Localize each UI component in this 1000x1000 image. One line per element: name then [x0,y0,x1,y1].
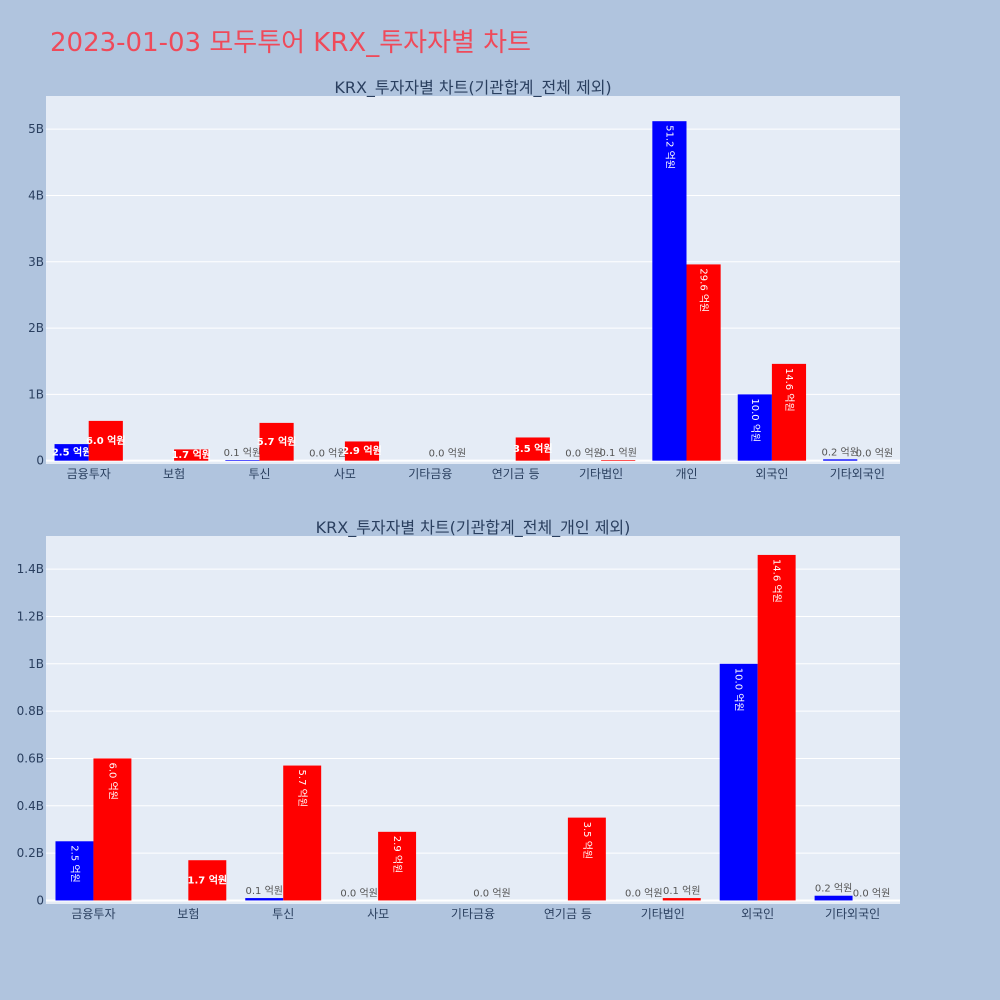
bar-red [567,817,606,901]
data-label: 5.7 억원 [257,435,297,448]
data-label: 3.5 억원 [581,822,593,859]
data-label: 3.5 억원 [513,442,553,455]
data-label: 14.6 억원 [771,559,783,603]
data-label: 0.2 억원 [821,446,858,458]
bar-blue [55,841,94,901]
data-label: 0.1 억원 [224,447,261,459]
x-tick-label: 보험 [177,907,199,921]
x-tick-label: 금융투자 [67,467,111,481]
bar-red [686,264,721,461]
data-label: 10.0 억원 [733,668,745,712]
y-tick-label: 0.8B [17,704,44,718]
data-label: 1.7 억원 [188,873,228,886]
bar-blue [652,121,687,461]
chart-2-investor-excl-individual: 0 0.2B 0.4B 0.6B 0.8B 1B 1.2B 1.4B KRX_투자자별 차트(기… [17,518,900,921]
x-tick-label: 보험 [163,467,185,481]
data-label: 2.9 억원 [391,836,403,873]
bar-blue [737,394,772,461]
x-tick-label: 금융투자 [71,907,115,921]
x-tick-label: 외국인 [755,467,788,481]
chart-title: KRX_투자자별 차트(기관합계_전체 제외) [334,78,611,98]
bar-blue [225,460,260,461]
bar-blue [245,898,284,901]
data-label: 2.5 억원 [52,445,92,458]
data-label: 5.7 억원 [296,770,308,807]
x-tick-label: 외국인 [741,907,774,921]
chart-1-investor-all: 0 1B 2B 3B 4B 5B KRX_투자자별 차트(기관합계_전체 제외) 금융투자 2.… [28,78,900,481]
x-tick-label: 연기금 등 [492,467,540,481]
y-tick-label: 0.2B [17,846,44,860]
bar-red [188,860,227,901]
x-tick-label: 기타금융 [408,467,452,481]
y-tick-label: 1B [28,657,44,671]
chart-title: KRX_투자자별 차트(기관합계_전체_개인 제외) [316,518,631,538]
data-label: 0.1 억원 [663,885,700,897]
bar-blue [719,663,758,901]
bar-blue [814,895,853,901]
y-tick-label: 0 [36,893,44,907]
data-label: 0.0 억원 [340,887,377,899]
x-tick-label: 기타금융 [451,907,495,921]
bar-blue [823,459,858,461]
data-label: 10.0 억원 [749,398,761,442]
bar-red [93,758,132,901]
bar-red [344,441,380,461]
page-title: 2023-01-03 모두투어 KRX_투자자별 차트 [50,28,532,58]
data-label: 0.1 억원 [599,447,636,459]
data-label: 0.0 억원 [853,887,890,899]
bar-red [378,831,417,901]
y-tick-label: 4B [28,188,44,202]
bar-red [88,420,123,461]
bar-blue [54,444,89,461]
y-tick-label: 0.6B [17,751,44,765]
x-tick-label: 투신 [272,907,294,921]
y-tick-label: 1.2B [17,609,44,623]
data-label: 0.0 억원 [856,448,893,460]
y-tick-label: 1B [28,387,44,401]
bar-red [174,449,209,461]
data-label: 0.1 억원 [246,885,283,897]
y-tick-label: 1.4B [17,562,44,576]
data-label: 0.2 억원 [815,883,852,895]
data-label: 6.0 억원 [106,762,118,799]
bar-red [515,437,550,461]
data-label: 14.6 억원 [783,368,795,412]
x-tick-label: 기타외국인 [830,467,885,481]
bar-red [259,422,294,461]
x-tick-label: 기타법인 [641,907,685,921]
y-tick-label: 5B [28,122,44,136]
data-label: 2.9 억원 [342,444,382,457]
y-tick-label: 0 [36,454,44,468]
x-tick-label: 연기금 등 [544,907,592,921]
data-label: 29.6 억원 [698,268,710,312]
bar-red [601,460,636,461]
data-label: 1.7 억원 [171,448,211,461]
data-label: 0.0 억원 [429,448,466,460]
bar-red [771,363,807,461]
data-label: 2.5 억원 [68,845,80,882]
x-tick-label: 기타외국인 [825,907,880,921]
bar-red [283,765,322,901]
x-tick-label: 사모 [367,907,389,921]
y-tick-label: 3B [28,255,44,269]
data-label: 51.2 억원 [663,125,675,169]
x-tick-label: 기타법인 [579,467,623,481]
x-tick-label: 사모 [334,467,356,481]
bar-red [757,554,796,901]
data-label: 6.0 억원 [86,434,126,447]
data-label: 0.0 억원 [565,448,602,460]
x-tick-label: 개인 [675,467,697,481]
bar-red [662,898,701,901]
y-tick-label: 0.4B [17,799,44,813]
data-label: 0.0 억원 [309,448,346,460]
x-tick-label: 투신 [248,467,270,481]
data-label: 0.0 억원 [625,887,662,899]
data-label: 0.0 억원 [473,887,510,899]
y-tick-label: 2B [28,321,44,335]
